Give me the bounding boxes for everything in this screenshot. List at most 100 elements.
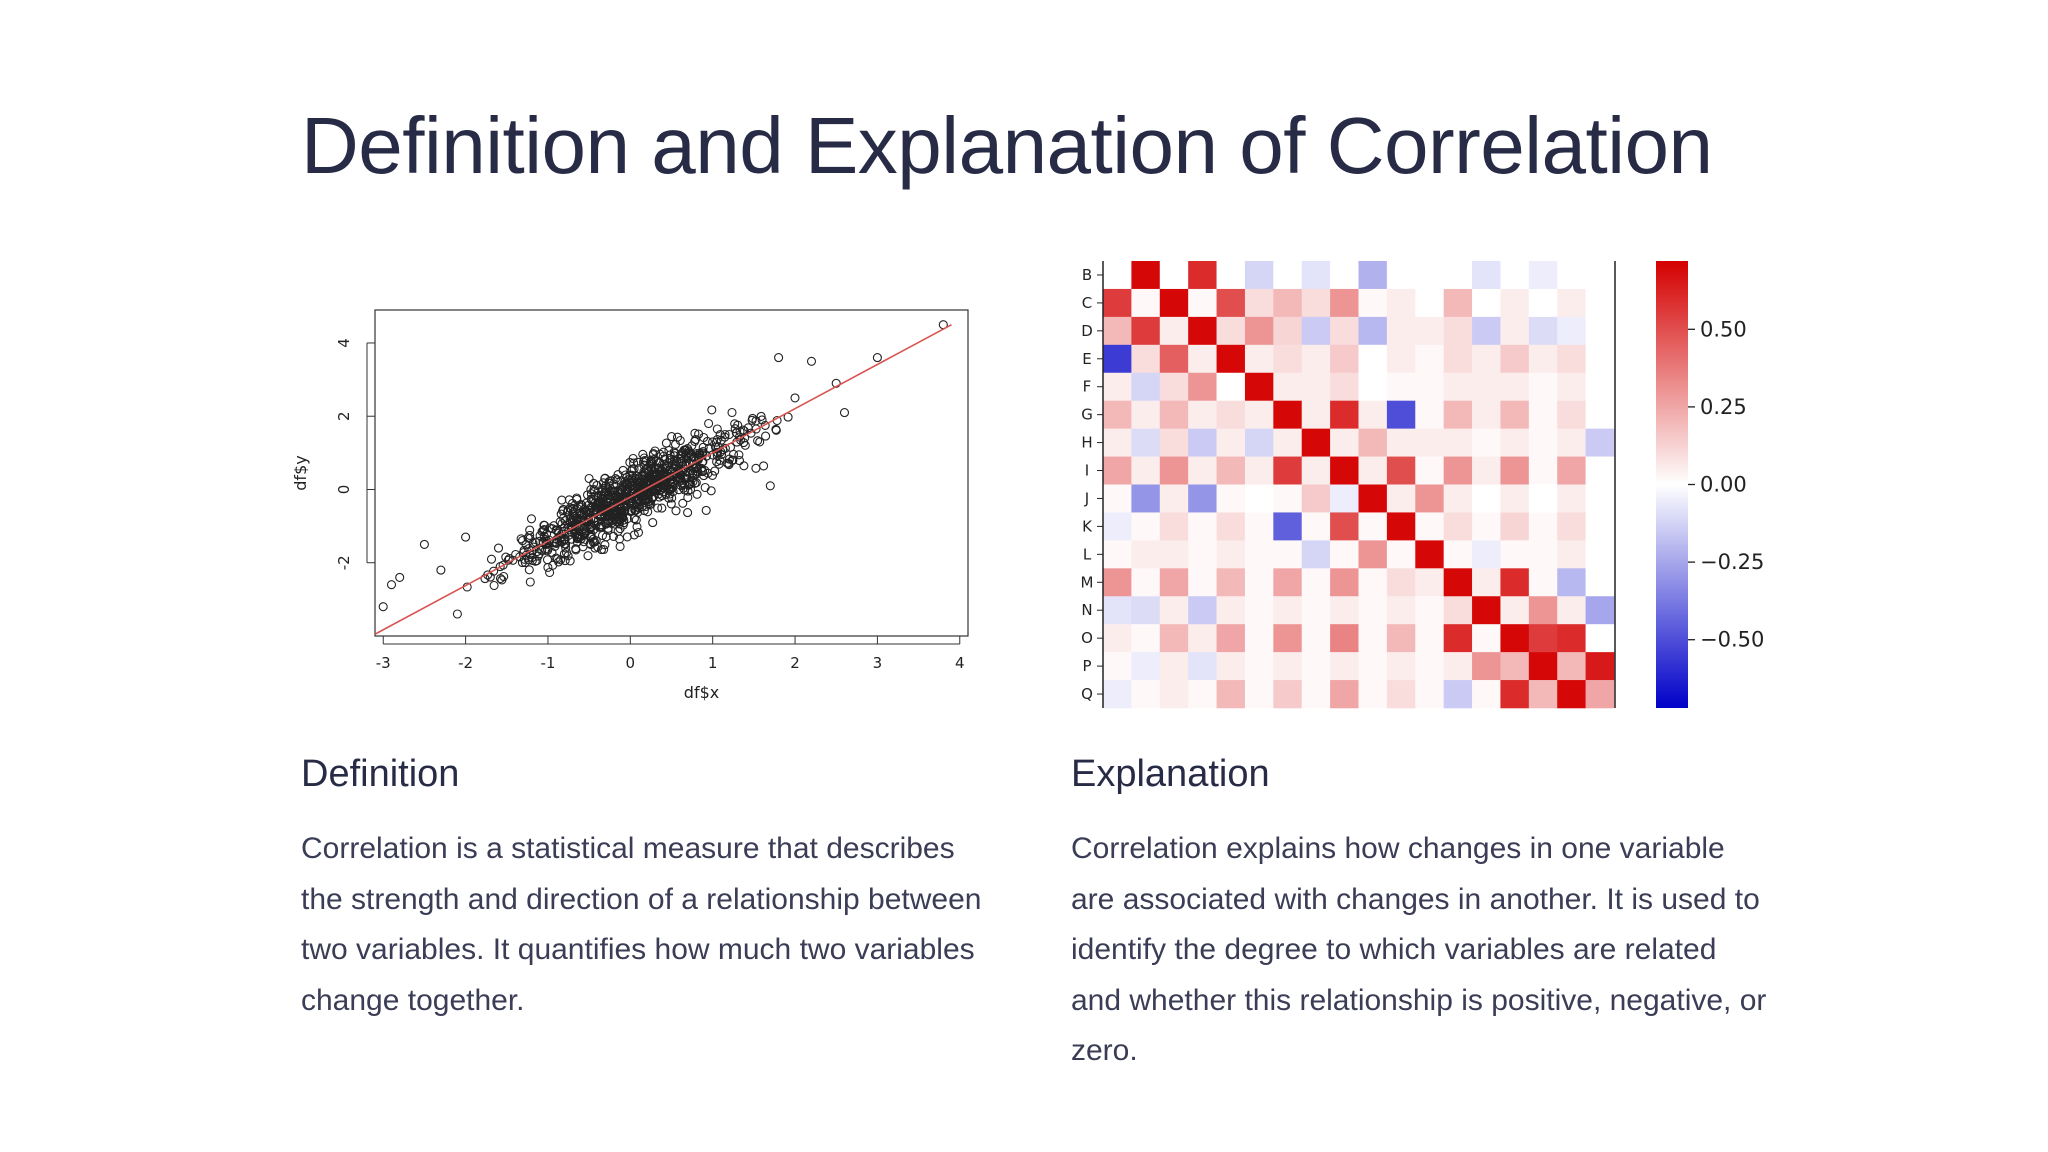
data-point (650, 485, 660, 495)
data-point (651, 455, 661, 465)
heatmap-cell (1216, 596, 1246, 625)
data-point (626, 466, 636, 476)
explanation-section: Explanation Correlation explains how cha… (1071, 753, 1771, 1077)
data-point (707, 405, 717, 415)
heatmap-cell (1358, 288, 1388, 318)
heatmap-cell (1103, 456, 1132, 485)
data-point (806, 356, 817, 366)
data-point (632, 499, 642, 509)
data-point (558, 506, 568, 516)
data-point (419, 539, 429, 549)
heatmap-cell (1386, 652, 1416, 681)
x-tick-label: -2 (458, 654, 473, 672)
heatmap-cell (1273, 680, 1303, 709)
heatmap-cell (1472, 624, 1501, 653)
heatmap-cell (1557, 568, 1586, 597)
heatmap-cell (1244, 428, 1274, 457)
data-point (592, 480, 602, 490)
data-point (753, 436, 763, 446)
heatmap-cell (1103, 344, 1132, 374)
data-point (395, 572, 405, 582)
data-point (516, 534, 526, 544)
data-point (543, 545, 553, 555)
data-point (724, 460, 734, 470)
data-point (615, 524, 625, 534)
heatmap-cell (1273, 540, 1303, 569)
heatmap-cell (1244, 540, 1274, 569)
heatmap-cell (1216, 680, 1246, 709)
data-point (378, 602, 388, 612)
heatmap-cell (1330, 428, 1359, 457)
data-point (712, 457, 722, 467)
heatmap-cell (1273, 400, 1303, 429)
data-point (537, 545, 547, 556)
data-point (677, 457, 687, 467)
data-point (486, 554, 497, 564)
data-point (586, 485, 596, 495)
heatmap-cell (1528, 540, 1558, 569)
heatmap-cell (1386, 316, 1416, 346)
heatmap-cell (1330, 512, 1359, 541)
colorbar-tick-label: 0.25 (1700, 395, 1747, 419)
data-point (489, 580, 499, 591)
y-tick-label: -2 (335, 555, 353, 570)
heatmap-cell (1188, 596, 1217, 625)
heatmap-cell (1386, 344, 1416, 374)
y-tick-label: 2 (335, 411, 353, 421)
heatmap-cell (1443, 261, 1473, 290)
heatmap-cell (1358, 456, 1388, 485)
data-point (497, 575, 507, 585)
data-point (872, 353, 882, 363)
heatmap-cell (1216, 400, 1246, 429)
row-label: F (1083, 378, 1092, 396)
data-point (452, 609, 462, 619)
heatmap-cell (1528, 652, 1558, 681)
heatmap-cell (1159, 484, 1189, 513)
data-point (597, 483, 608, 494)
heatmap-cell (1415, 400, 1444, 429)
heatmap-cell (1386, 680, 1416, 709)
data-point (609, 486, 619, 496)
data-point (722, 458, 732, 468)
heatmap-cell (1103, 512, 1132, 541)
data-point (760, 420, 770, 430)
heatmap-cell (1131, 568, 1161, 597)
heatmap-cell (1103, 428, 1132, 457)
y-tick-label: 0 (335, 485, 353, 495)
heatmap-cell (1557, 400, 1586, 429)
heatmap-cell (1244, 596, 1274, 625)
y-tick-label: 4 (335, 338, 353, 348)
heatmap-cell (1557, 484, 1586, 513)
data-point (680, 485, 690, 495)
heatmap-cell (1557, 596, 1586, 625)
heatmap-cell (1244, 288, 1274, 318)
data-point (547, 547, 557, 557)
data-point (627, 470, 637, 480)
data-point (700, 482, 710, 493)
data-point (730, 419, 740, 429)
heatmap-cell (1472, 400, 1501, 429)
data-point (683, 492, 693, 503)
data-point (759, 461, 769, 471)
heatmap-cell (1330, 484, 1359, 513)
heatmap-cell (1386, 484, 1416, 513)
heatmap-cell (1301, 540, 1331, 569)
heatmap-cell (1301, 316, 1331, 346)
data-point (665, 489, 675, 499)
data-point (657, 476, 667, 486)
heatmap-cell (1244, 680, 1274, 709)
data-point (790, 393, 800, 403)
data-point (751, 463, 761, 473)
heatmap-cell (1188, 484, 1217, 513)
heatmap-cell (1330, 568, 1359, 597)
heatmap-cell (1131, 596, 1161, 625)
heatmap-cell (1500, 484, 1530, 513)
scatter-points (378, 320, 948, 619)
heatmap-cell (1472, 512, 1501, 541)
heatmap-cell (1188, 540, 1217, 569)
heatmap-cell (1131, 540, 1161, 569)
heatmap-cell (1528, 428, 1558, 457)
heatmap-cell (1103, 400, 1132, 429)
heatmap-cell (1216, 540, 1246, 569)
